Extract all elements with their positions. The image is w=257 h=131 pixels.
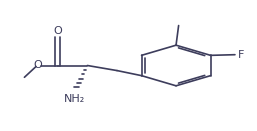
Text: O: O xyxy=(33,61,42,70)
Text: O: O xyxy=(53,26,62,36)
Text: F: F xyxy=(237,50,244,60)
Text: NH₂: NH₂ xyxy=(64,94,85,104)
